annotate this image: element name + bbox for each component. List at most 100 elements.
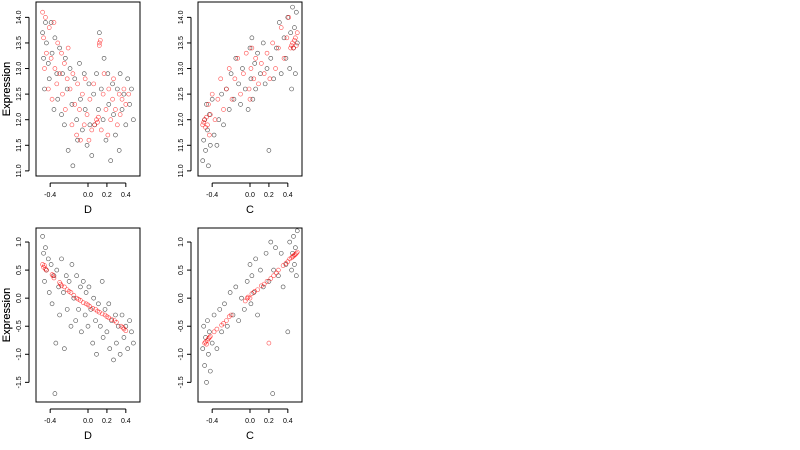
y-tick-label: -0.5 xyxy=(16,320,23,332)
data-point xyxy=(209,340,215,346)
data-point xyxy=(121,86,127,92)
data-point xyxy=(106,102,112,107)
series-1 xyxy=(40,234,136,396)
data-point xyxy=(94,351,99,357)
data-point xyxy=(70,71,76,76)
data-point xyxy=(255,287,260,293)
data-point xyxy=(207,368,213,374)
data-point xyxy=(62,284,67,290)
data-point xyxy=(82,76,88,82)
y-axis-label: Expression xyxy=(1,62,13,116)
data-point xyxy=(211,329,217,335)
data-point xyxy=(49,301,55,307)
data-point xyxy=(288,30,293,36)
data-point xyxy=(231,96,237,102)
data-point xyxy=(200,122,206,128)
data-point xyxy=(97,40,102,46)
y-tick-label: 0.0 xyxy=(178,293,185,303)
y-tick-label: 13.0 xyxy=(16,62,23,76)
data-point xyxy=(116,91,122,97)
data-point xyxy=(52,35,58,41)
data-point xyxy=(206,163,211,169)
data-point xyxy=(249,291,255,296)
data-point xyxy=(103,107,109,112)
data-point xyxy=(106,86,112,92)
data-point xyxy=(48,20,54,25)
data-point xyxy=(81,122,87,128)
data-point xyxy=(226,66,232,71)
data-point xyxy=(97,323,103,329)
data-point xyxy=(292,25,297,30)
data-point xyxy=(229,96,235,102)
data-point xyxy=(99,279,105,284)
data-point xyxy=(109,317,114,322)
x-tick-label: 0.0 xyxy=(245,192,255,199)
data-point xyxy=(42,66,47,71)
data-point xyxy=(288,45,293,51)
data-point xyxy=(214,346,220,351)
data-point xyxy=(89,153,95,158)
data-point xyxy=(221,321,226,326)
data-point xyxy=(242,307,247,312)
data-point xyxy=(244,295,250,301)
data-point xyxy=(113,132,118,138)
y-tick-label: 11.0 xyxy=(16,164,23,177)
data-point xyxy=(84,142,90,148)
scatter-panel-4: -0.4 0.0 0.2 0.4 C -1.5 -1.0 -0.5 0.0 0.5 1.0 Expre… xyxy=(1,227,303,442)
data-point xyxy=(119,107,125,112)
data-point xyxy=(74,273,79,279)
data-point xyxy=(78,284,83,290)
data-point xyxy=(66,279,72,284)
data-point xyxy=(224,86,229,92)
data-point xyxy=(127,318,132,323)
data-point xyxy=(111,76,116,82)
x-axis-label: D xyxy=(84,430,92,442)
data-point xyxy=(227,290,233,295)
data-point xyxy=(281,55,287,61)
data-point xyxy=(102,307,108,312)
data-point xyxy=(201,323,206,329)
data-point xyxy=(80,91,85,97)
data-point xyxy=(54,81,60,87)
y-tick-label: -1.5 xyxy=(16,376,23,388)
data-point xyxy=(80,127,85,133)
data-point xyxy=(253,55,258,61)
x-tick-label: -0.4 xyxy=(44,418,56,425)
data-point xyxy=(97,30,102,36)
data-point xyxy=(63,273,69,279)
data-point xyxy=(72,102,78,107)
series-1 xyxy=(200,228,300,396)
data-point xyxy=(43,20,48,25)
data-point xyxy=(116,148,122,153)
data-point xyxy=(69,102,75,107)
data-point xyxy=(96,114,101,120)
data-point xyxy=(40,9,45,15)
data-point xyxy=(247,262,253,267)
data-point xyxy=(293,35,298,41)
data-point xyxy=(264,279,270,284)
data-point xyxy=(214,326,220,332)
data-point xyxy=(270,40,275,46)
data-point xyxy=(51,275,57,281)
data-point xyxy=(123,102,129,107)
data-point xyxy=(42,263,47,268)
data-point xyxy=(45,86,51,92)
data-point xyxy=(80,300,86,305)
data-point xyxy=(70,163,76,169)
data-point xyxy=(291,45,296,51)
data-point xyxy=(294,228,300,234)
data-point xyxy=(104,329,110,335)
data-point xyxy=(249,35,255,41)
plot-frame xyxy=(197,227,303,403)
data-point xyxy=(293,71,298,76)
data-point xyxy=(62,346,67,351)
x-tick-label: 0.2 xyxy=(102,192,112,199)
data-point xyxy=(41,35,46,41)
data-point xyxy=(289,267,294,273)
data-point xyxy=(68,290,74,295)
y-tick-label: 1.0 xyxy=(16,237,23,247)
data-point xyxy=(247,96,253,102)
data-point xyxy=(78,137,83,143)
data-point xyxy=(236,318,241,323)
